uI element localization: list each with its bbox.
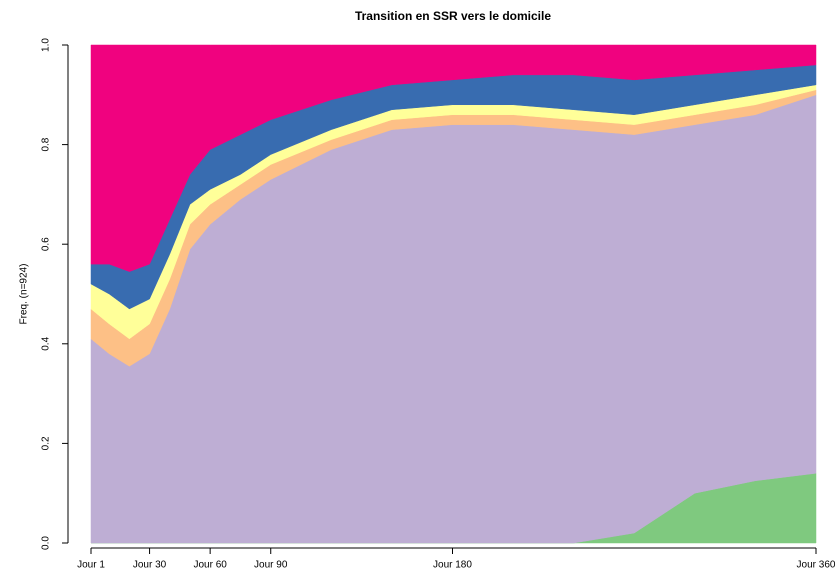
x-tick-label: Jour 60	[193, 560, 227, 571]
x-tick-label: Jour 180	[433, 560, 472, 571]
area	[90, 44, 817, 272]
x-tick-label: Jour 360	[797, 560, 836, 571]
x-tick-label: Jour 90	[254, 560, 288, 571]
x-tick-label: Jour 1	[77, 560, 105, 571]
y-tick-label: 0.0	[41, 536, 52, 550]
y-axis-label: Freq. (n=924)	[19, 264, 30, 325]
y-tick-label: 0.8	[41, 137, 52, 151]
chart-title: Transition en SSR vers le domicile	[355, 9, 551, 23]
x-tick-label: Jour 30	[133, 560, 167, 571]
y-tick-label: 0.2	[41, 436, 52, 450]
y-tick-label: 0.4	[41, 336, 52, 350]
y-tick-label: 1.0	[41, 38, 52, 52]
y-tick-label: 0.6	[41, 237, 52, 251]
